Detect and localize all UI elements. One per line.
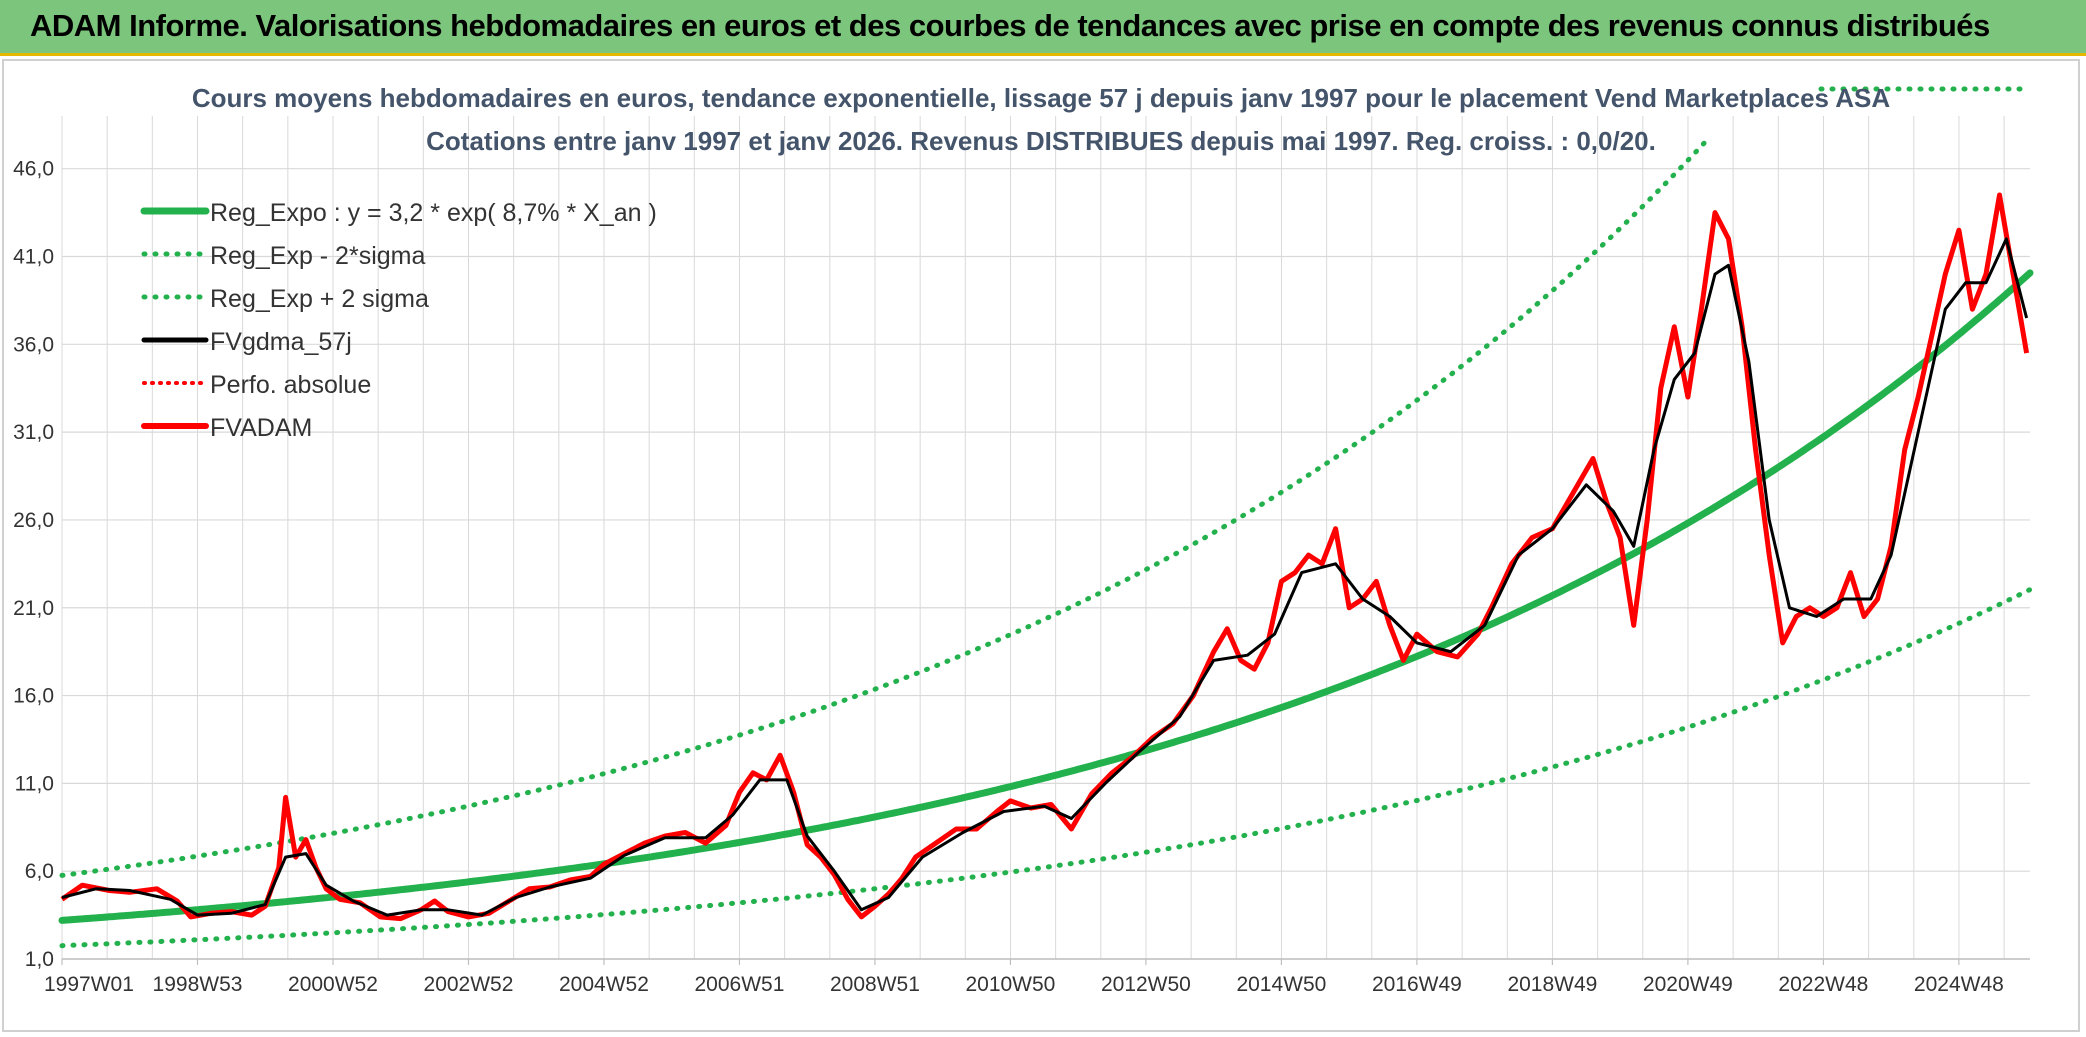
x-tick-label: 2008W51 bbox=[830, 973, 920, 996]
axis-layer: 1,0 6,0 11,0 16,0 21,0 26,0 31,0 36,0 41,0 46,0 19… bbox=[13, 158, 2030, 996]
y-tick-label: 16,0 bbox=[13, 685, 54, 708]
legend-label-perfo: Perfo. absolue bbox=[210, 371, 371, 399]
legend-label-smooth: FVgdma_57j bbox=[210, 328, 352, 356]
y-tick-label: 21,0 bbox=[13, 597, 54, 620]
y-tick-label: 36,0 bbox=[13, 333, 54, 356]
x-tick-label: 2002W52 bbox=[424, 973, 514, 996]
trend-layer bbox=[58, 86, 2034, 949]
y-tick-label: 46,0 bbox=[13, 158, 54, 181]
chart-frame: 1,0 6,0 11,0 16,0 21,0 26,0 31,0 36,0 41,0 46,0 19… bbox=[2, 59, 2080, 1032]
x-tick-label: 2004W52 bbox=[559, 973, 649, 996]
trend-upper-2sigma bbox=[59, 139, 1708, 878]
y-tick-label: 1,0 bbox=[25, 948, 54, 971]
y-tick-label: 41,0 bbox=[13, 246, 54, 269]
y-tick-label: 31,0 bbox=[13, 421, 54, 444]
chart-title-line1: Cours moyens hebdomadaires en euros, ten… bbox=[192, 83, 1891, 113]
trend-line bbox=[58, 269, 2034, 924]
legend: Reg_Expo : y = 3,2 * exp( 8,7% * X_an ) R… bbox=[140, 199, 657, 442]
x-tick-label: 2024W48 bbox=[1914, 973, 2004, 996]
x-tick-label: 2012W50 bbox=[1101, 973, 1191, 996]
x-tick-label: 2006W51 bbox=[694, 973, 784, 996]
legend-label-lower: Reg_Exp - 2*sigma bbox=[210, 242, 425, 270]
trend-lower-2sigma bbox=[59, 587, 2033, 949]
x-tick-label: 2014W50 bbox=[1236, 973, 1326, 996]
y-tick-label: 6,0 bbox=[25, 860, 54, 883]
legend-label-price: FVADAM bbox=[210, 414, 312, 442]
series-fvgdma-57j bbox=[61, 237, 2029, 917]
chart-title-line2: Cotations entre janv 1997 et janv 2026. … bbox=[426, 126, 1656, 156]
x-tick-label: 2016W49 bbox=[1372, 973, 1462, 996]
x-tick-label: 2022W48 bbox=[1778, 973, 1868, 996]
x-tick-label: 2018W49 bbox=[1507, 973, 1597, 996]
y-tick-label: 26,0 bbox=[13, 509, 54, 532]
y-tick-label: 11,0 bbox=[15, 772, 54, 795]
x-tick-label: 2010W50 bbox=[965, 973, 1055, 996]
x-tick-label: 1997W01 bbox=[44, 973, 134, 996]
series-layer bbox=[60, 192, 2030, 922]
report-banner: ADAM Informe. Valorisations hebdomadaire… bbox=[0, 0, 2086, 56]
banner-title: ADAM Informe. Valorisations hebdomadaire… bbox=[30, 8, 1990, 43]
chart-svg: 1,0 6,0 11,0 16,0 21,0 26,0 31,0 36,0 41,0 46,0 19… bbox=[13, 83, 2034, 996]
legend-label-upper: Reg_Exp + 2 sigma bbox=[210, 285, 429, 313]
x-tick-label: 2020W49 bbox=[1643, 973, 1733, 996]
x-tick-label: 1998W53 bbox=[153, 973, 243, 996]
legend-label-trend: Reg_Expo : y = 3,2 * exp( 8,7% * X_an ) bbox=[210, 199, 657, 227]
x-tick-label: 2000W52 bbox=[288, 973, 378, 996]
